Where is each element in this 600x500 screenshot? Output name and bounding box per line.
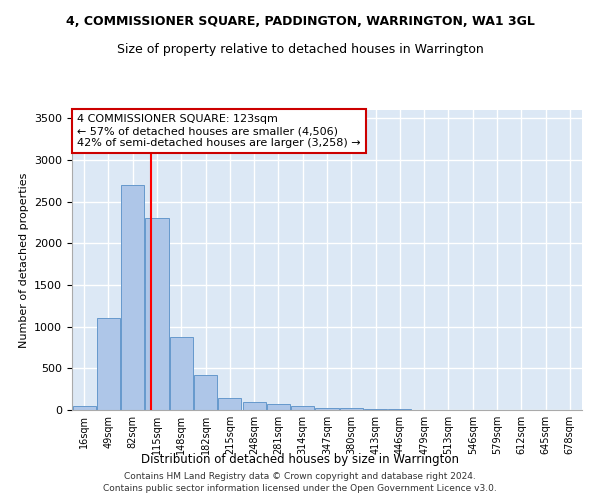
- Bar: [291, 406, 314, 410]
- Bar: [121, 185, 144, 410]
- Bar: [97, 318, 120, 410]
- Text: Contains HM Land Registry data © Crown copyright and database right 2024.: Contains HM Land Registry data © Crown c…: [124, 472, 476, 481]
- Text: Contains public sector information licensed under the Open Government Licence v3: Contains public sector information licen…: [103, 484, 497, 493]
- Text: 4, COMMISSIONER SQUARE, PADDINGTON, WARRINGTON, WA1 3GL: 4, COMMISSIONER SQUARE, PADDINGTON, WARR…: [65, 15, 535, 28]
- Text: Size of property relative to detached houses in Warrington: Size of property relative to detached ho…: [116, 42, 484, 56]
- Bar: [170, 336, 193, 410]
- Bar: [194, 375, 217, 410]
- Text: 4 COMMISSIONER SQUARE: 123sqm
← 57% of detached houses are smaller (4,506)
42% o: 4 COMMISSIONER SQUARE: 123sqm ← 57% of d…: [77, 114, 361, 148]
- Bar: [364, 409, 387, 410]
- Bar: [73, 406, 95, 410]
- Bar: [267, 404, 290, 410]
- Bar: [145, 218, 169, 410]
- Bar: [218, 398, 241, 410]
- Bar: [242, 402, 266, 410]
- Y-axis label: Number of detached properties: Number of detached properties: [19, 172, 29, 348]
- Bar: [316, 408, 338, 410]
- Bar: [340, 408, 363, 410]
- Text: Distribution of detached houses by size in Warrington: Distribution of detached houses by size …: [141, 452, 459, 466]
